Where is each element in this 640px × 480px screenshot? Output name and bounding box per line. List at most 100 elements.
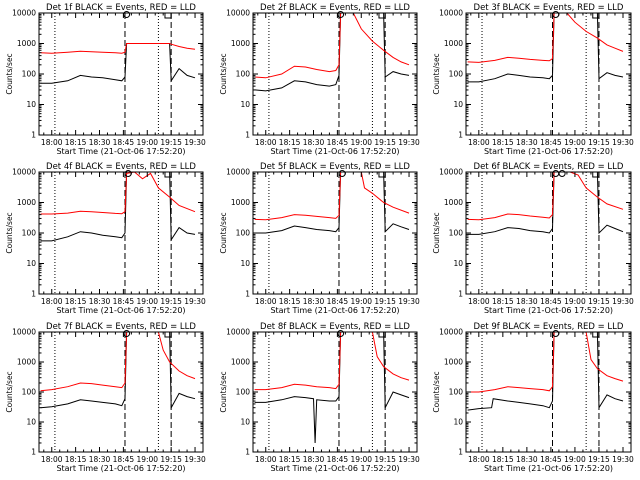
- x-axis-label: Start Time (21-Oct-06 17:52:20): [484, 147, 613, 156]
- plot-frame: [252, 331, 418, 453]
- x-tick-label: 18:00: [468, 297, 490, 306]
- x-axis-label: Start Time (21-Oct-06 17:52:20): [270, 306, 399, 315]
- y-axis-label: Counts/sec: [5, 53, 14, 94]
- y-tick-label: 1000: [444, 39, 463, 48]
- y-tick-label: 1: [31, 448, 36, 457]
- x-axis-label: Start Time (21-Oct-06 17:52:20): [484, 306, 613, 315]
- y-axis-label: Counts/sec: [219, 53, 228, 94]
- events-series-line: [40, 43, 196, 84]
- y-tick-label: 10: [453, 100, 463, 109]
- plot-frame: [252, 171, 418, 295]
- events-series-line: [254, 172, 410, 234]
- y-tick-label: 1: [245, 448, 250, 457]
- x-tick-label: 18:30: [303, 455, 325, 464]
- y-tick-label: 1: [458, 290, 463, 299]
- x-tick-label: 18:45: [113, 297, 135, 306]
- x-tick-label: 18:15: [492, 455, 514, 464]
- x-tick-label: 18:15: [65, 455, 87, 464]
- x-tick-label: 18:15: [279, 455, 301, 464]
- chart-title: Det 3f BLACK = Events, RED = LLD: [474, 3, 624, 13]
- y-tick-label: 100: [449, 388, 464, 397]
- x-tick-label: 18:30: [516, 455, 538, 464]
- lld-series-line: [40, 43, 196, 54]
- panel-5: 1 10 100 1000 10000 18:00 18:15 18:30 18:45 19:00…: [219, 162, 420, 315]
- y-tick-label: 10000: [12, 9, 36, 18]
- x-tick-label: 18:45: [540, 455, 562, 464]
- events-series-line: [40, 172, 196, 242]
- x-tick-label: 18:30: [516, 297, 538, 306]
- x-tick-label: 18:45: [113, 455, 135, 464]
- y-tick-label: 10000: [439, 328, 463, 337]
- y-tick-label: 1: [458, 131, 463, 140]
- y-axis-label: Counts/sec: [5, 371, 14, 412]
- x-tick-label: 18:00: [255, 138, 277, 147]
- y-axis-label: Counts/sec: [432, 212, 441, 253]
- x-tick-label: 18:15: [65, 138, 87, 147]
- y-tick-label: 10: [240, 418, 250, 427]
- plot-frame: [252, 12, 418, 136]
- x-tick-label: 19:15: [588, 297, 610, 306]
- x-axis-label: Start Time (21-Oct-06 17:52:20): [56, 147, 185, 156]
- y-tick-label: 10000: [12, 168, 36, 177]
- lld-series-line: [254, 172, 410, 221]
- chart-title: Det 1f BLACK = Events, RED = LLD: [46, 3, 196, 13]
- y-tick-label: 10: [240, 100, 250, 109]
- y-tick-label: 1000: [17, 39, 36, 48]
- lld-series-line: [467, 172, 624, 221]
- x-tick-label: 18:15: [492, 297, 514, 306]
- plot-frame: [465, 331, 632, 453]
- lld-series-line: [467, 13, 624, 63]
- x-tick-label: 18:15: [279, 297, 301, 306]
- events-series-line: [467, 332, 624, 411]
- chart-title: Det 7f BLACK = Events, RED = LLD: [46, 322, 196, 332]
- y-tick-label: 1000: [231, 358, 250, 367]
- x-tick-label: 18:30: [516, 138, 538, 147]
- attenuator-square-marker: [164, 12, 172, 19]
- x-tick-label: 19:15: [588, 455, 610, 464]
- y-tick-label: 10: [26, 100, 36, 109]
- x-axis-label: Start Time (21-Oct-06 17:52:20): [484, 464, 613, 473]
- panel-1: 1 10 100 1000 10000 18:00 18:15 18:30 18:45 19:00…: [5, 3, 206, 156]
- plot-frame: [38, 331, 204, 453]
- x-tick-label: 19:15: [160, 138, 182, 147]
- y-tick-label: 1: [31, 131, 36, 140]
- chart-title: Det 4f BLACK = Events, RED = LLD: [46, 162, 196, 172]
- x-tick-label: 19:15: [588, 138, 610, 147]
- y-tick-label: 100: [236, 229, 251, 238]
- y-axis-label: Counts/sec: [432, 371, 441, 412]
- y-tick-label: 1000: [17, 198, 36, 207]
- y-tick-label: 1000: [17, 358, 36, 367]
- x-tick-label: 18:15: [492, 138, 514, 147]
- x-tick-label: 19:00: [136, 138, 158, 147]
- y-tick-label: 1000: [444, 358, 463, 367]
- x-tick-label: 18:15: [65, 297, 87, 306]
- y-tick-label: 10000: [12, 328, 36, 337]
- y-tick-label: 1: [245, 131, 250, 140]
- events-series-line: [254, 332, 410, 444]
- x-tick-label: 19:30: [612, 297, 634, 306]
- x-tick-label: 19:00: [564, 297, 586, 306]
- x-tick-label: 19:00: [136, 297, 158, 306]
- y-tick-label: 1: [245, 290, 250, 299]
- chart-title: Det 2f BLACK = Events, RED = LLD: [260, 3, 410, 13]
- x-tick-label: 18:00: [255, 455, 277, 464]
- x-tick-label: 19:00: [350, 297, 372, 306]
- x-tick-label: 19:00: [136, 455, 158, 464]
- panel-4: 1 10 100 1000 10000 18:00 18:15 18:30 18:45 19:00…: [5, 162, 206, 315]
- y-tick-label: 100: [449, 70, 464, 79]
- panel-9: 1 10 100 1000 10000 18:00 18:15 18:30 18:45 19:00…: [432, 322, 634, 473]
- y-tick-label: 10000: [226, 9, 250, 18]
- x-tick-label: 19:30: [184, 297, 206, 306]
- y-tick-label: 100: [449, 229, 464, 238]
- x-tick-label: 18:15: [279, 138, 301, 147]
- x-tick-label: 18:45: [113, 138, 135, 147]
- lld-series-line: [40, 172, 196, 215]
- y-tick-label: 100: [236, 70, 251, 79]
- events-series-line: [40, 332, 196, 410]
- y-axis-label: Counts/sec: [5, 212, 14, 253]
- y-tick-label: 100: [22, 70, 37, 79]
- x-tick-label: 18:45: [327, 138, 349, 147]
- plot-frame: [465, 12, 632, 136]
- panel-2: 1 10 100 1000 10000 18:00 18:15 18:30 18:45 19:00…: [219, 3, 420, 156]
